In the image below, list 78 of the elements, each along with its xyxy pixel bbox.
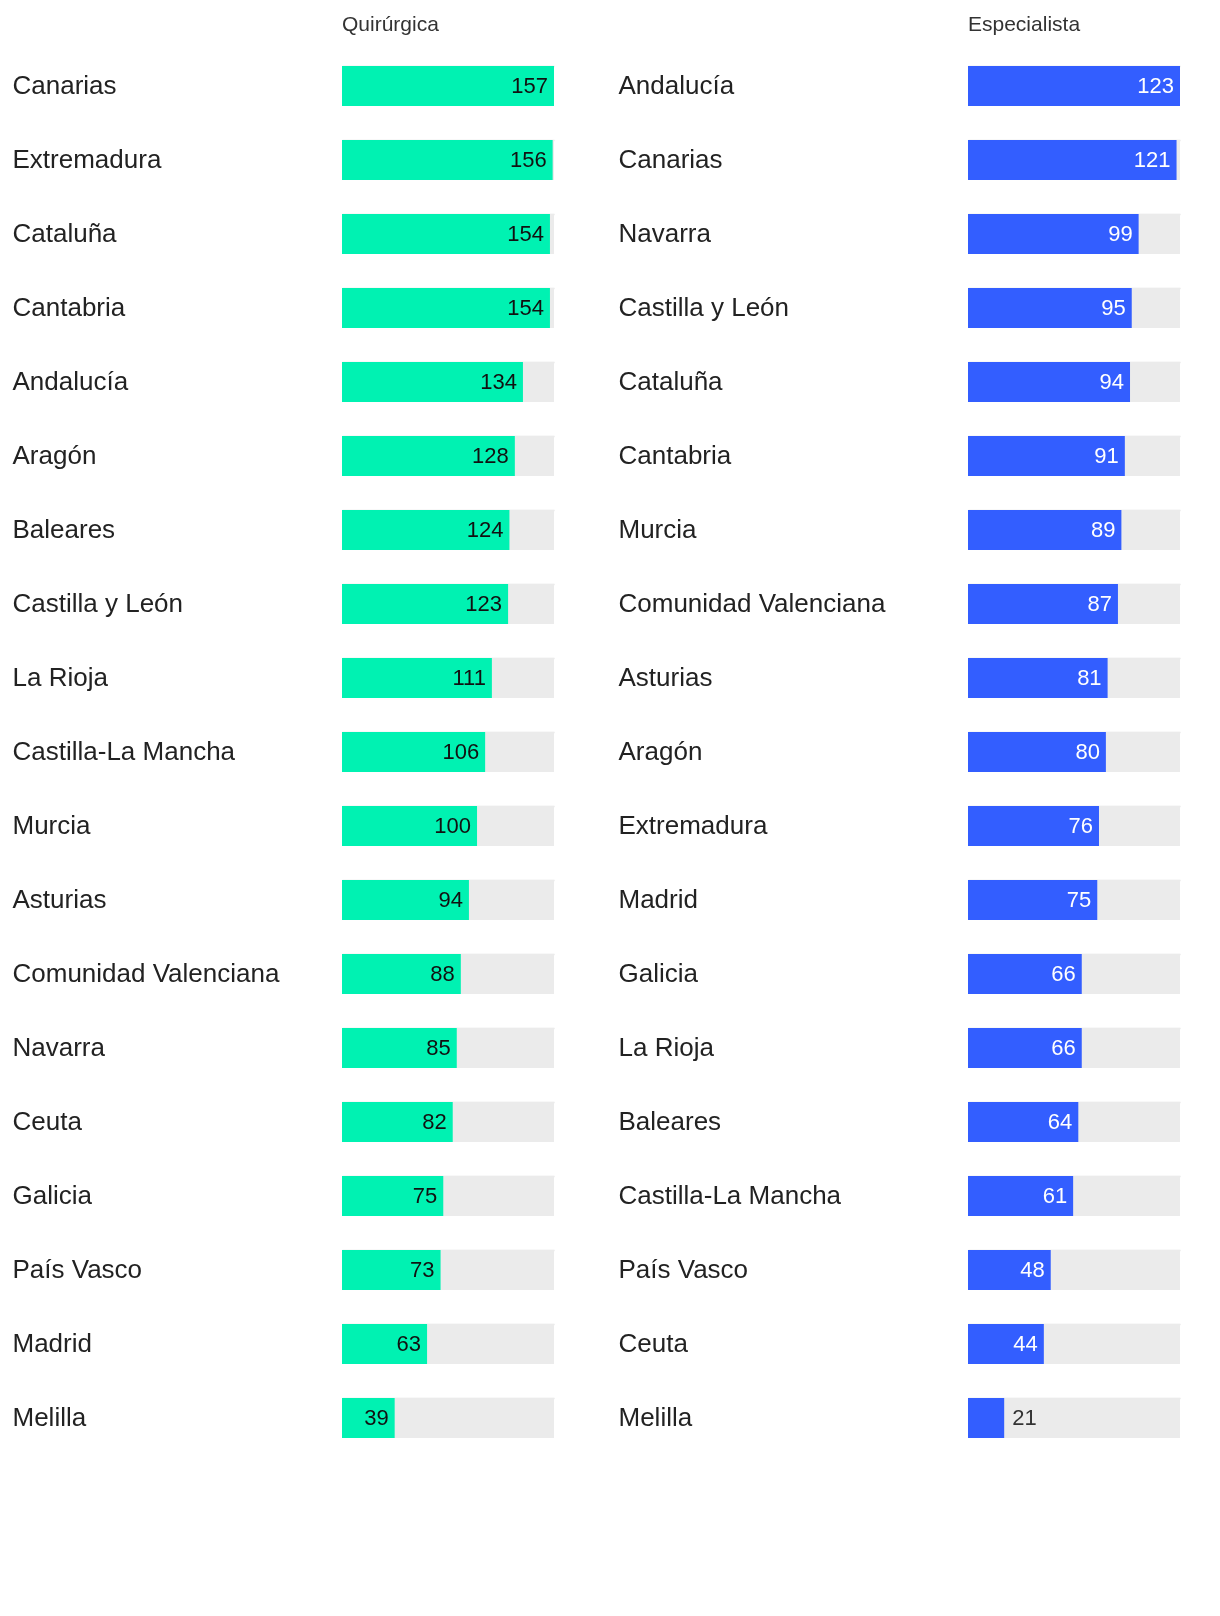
data-label: 66: [1051, 1035, 1076, 1060]
y-tick-label: Aragón: [618, 736, 703, 766]
data-label: 154: [507, 221, 544, 246]
y-tick-label: Cataluña: [618, 366, 724, 396]
y-tick-label: Castilla y León: [618, 292, 790, 322]
data-label: 123: [1137, 73, 1174, 98]
x-axis-title: Especialista: [968, 12, 1081, 35]
data-label: 82: [422, 1109, 447, 1134]
y-tick-label: Madrid: [618, 884, 698, 914]
y-tick-label: Ceuta: [12, 1106, 83, 1136]
y-tick-label: Galicia: [618, 958, 699, 988]
data-label: 134: [480, 369, 517, 394]
data-label: 111: [452, 665, 486, 690]
y-tick-label: Navarra: [618, 218, 712, 248]
y-tick-label: Canarias: [618, 144, 723, 174]
data-label: 157: [511, 73, 548, 98]
data-label: 94: [1099, 369, 1125, 394]
y-tick-label: Navarra: [12, 1032, 106, 1062]
y-tick-label: Comunidad Valenciana: [12, 958, 280, 988]
data-label: 87: [1087, 591, 1112, 616]
data-label: 64: [1047, 1109, 1073, 1134]
y-tick-label: Galicia: [12, 1180, 93, 1210]
y-tick-label: Cantabria: [618, 440, 732, 470]
y-tick-label: Ceuta: [618, 1328, 689, 1358]
data-label: 39: [364, 1405, 389, 1430]
data-label: 154: [507, 295, 544, 320]
y-tick-label: Murcia: [618, 514, 698, 544]
y-tick-label: Asturias: [12, 884, 107, 914]
data-label: 91: [1094, 443, 1119, 468]
y-tick-label: Baleares: [12, 514, 116, 544]
y-tick-label: Castilla-La Mancha: [12, 736, 236, 766]
data-label: 48: [1020, 1257, 1045, 1282]
y-tick-label: Aragón: [12, 440, 97, 470]
y-tick-label: País Vasco: [12, 1254, 143, 1284]
data-label: 80: [1075, 739, 1100, 764]
y-tick-label: Baleares: [618, 1106, 722, 1136]
data-label: 76: [1068, 813, 1093, 838]
y-tick-label: Extremadura: [618, 810, 768, 840]
data-label: 99: [1108, 221, 1133, 246]
data-label: 44: [1013, 1331, 1038, 1356]
y-tick-label: Andalucía: [618, 70, 735, 100]
data-label: 63: [396, 1331, 422, 1356]
y-tick-label: Andalucía: [12, 366, 129, 396]
data-label: 156: [509, 147, 547, 172]
x-axis-title: Quirúrgica: [342, 12, 440, 35]
y-tick-label: Castilla y León: [12, 588, 184, 618]
y-tick-label: País Vasco: [618, 1254, 749, 1284]
data-label: 106: [442, 739, 480, 764]
y-tick-label: Melilla: [618, 1402, 693, 1432]
data-label: 61: [1042, 1183, 1068, 1208]
data-label: 95: [1101, 295, 1126, 320]
y-tick-label: Madrid: [12, 1328, 92, 1358]
y-tick-label: Asturias: [618, 662, 713, 692]
y-tick-label: Castilla-La Mancha: [618, 1180, 842, 1210]
data-label: 94: [438, 887, 463, 912]
data-label: 89: [1090, 517, 1116, 542]
data-label: 81: [1077, 665, 1102, 690]
data-label: 121: [1133, 147, 1171, 172]
y-tick-label: La Rioja: [618, 1032, 715, 1062]
data-label: 75: [1066, 887, 1092, 912]
data-label: 66: [1051, 961, 1076, 986]
y-tick-label: La Rioja: [12, 662, 109, 692]
data-label: 75: [412, 1183, 438, 1208]
data-label: 21: [1012, 1405, 1037, 1430]
y-tick-label: Melilla: [12, 1402, 87, 1432]
data-label: 128: [472, 443, 509, 468]
data-label: 73: [410, 1257, 435, 1282]
y-tick-label: Murcia: [12, 810, 92, 840]
y-tick-label: Cataluña: [12, 218, 118, 248]
data-label: 85: [426, 1035, 451, 1060]
data-label: 123: [465, 591, 503, 616]
data-label: 100: [434, 813, 472, 838]
data-label: 124: [466, 517, 504, 542]
y-tick-label: Cantabria: [12, 292, 126, 322]
y-tick-label: Comunidad Valenciana: [618, 588, 886, 618]
data-label: 88: [430, 961, 455, 986]
y-tick-label: Canarias: [12, 70, 117, 100]
y-tick-label: Extremadura: [12, 144, 162, 174]
